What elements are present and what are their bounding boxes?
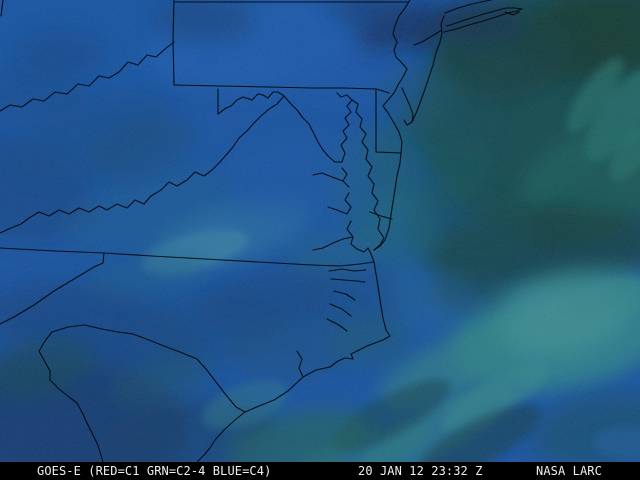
va-nc-border — [0, 247, 375, 267]
potomac-river — [217, 91, 343, 163]
delaware-bay-west-shore — [382, 105, 403, 154]
nc-sc-border — [51, 324, 246, 413]
wv-va-ky-border — [0, 95, 285, 234]
delaware-river-nj-border — [382, 0, 411, 107]
chesapeake-west-shore — [340, 99, 369, 253]
de-south-border — [375, 151, 402, 154]
tn-nc-border — [0, 252, 105, 325]
susquehanna-bay-head — [336, 92, 353, 101]
eastern-shore-md-va-line — [369, 211, 393, 220]
pa-west-border — [172, 0, 175, 86]
ct-coast — [444, 0, 492, 14]
outer-banks-coast — [329, 247, 391, 368]
nj-bay-shore-cape-may — [401, 87, 414, 126]
york-river — [327, 206, 348, 215]
state-boundaries — [0, 0, 523, 462]
long-island-south-shore — [443, 8, 523, 33]
status-bar: GOES-E (RED=C1 GRN=C2-4 BLUE=C4) 20 JAN … — [0, 462, 640, 480]
chesapeake-east-shore — [351, 99, 385, 251]
grain-light-overlay — [0, 0, 640, 462]
mason-dixon-line — [173, 84, 377, 90]
lake-shore-fragment — [0, 0, 4, 17]
credit-label: NASA LARC — [536, 464, 602, 478]
james-river — [312, 236, 354, 251]
ny-nj-border — [413, 29, 443, 46]
pa-de-arc — [375, 88, 390, 94]
delmarva-atlantic-coast — [373, 152, 402, 251]
rappahannock-river — [312, 172, 344, 182]
satellite-image-area — [0, 0, 640, 462]
ga-sc-savannah-river — [38, 331, 104, 462]
cape-fear-river — [296, 350, 304, 378]
hudson-harbor — [440, 15, 445, 34]
instrument-channels-label: GOES-E (RED=C1 GRN=C2-4 BLUE=C4) — [37, 464, 272, 478]
ohio-river-wv-border — [0, 41, 175, 112]
nj-atlantic-coast — [411, 32, 443, 123]
timestamp-label: 20 JAN 12 23:32 Z — [358, 464, 483, 478]
satellite-image — [0, 0, 640, 462]
long-island-north-shore — [446, 7, 523, 27]
albemarle-sound — [328, 268, 367, 283]
pamlico-sound-shores — [326, 290, 356, 332]
